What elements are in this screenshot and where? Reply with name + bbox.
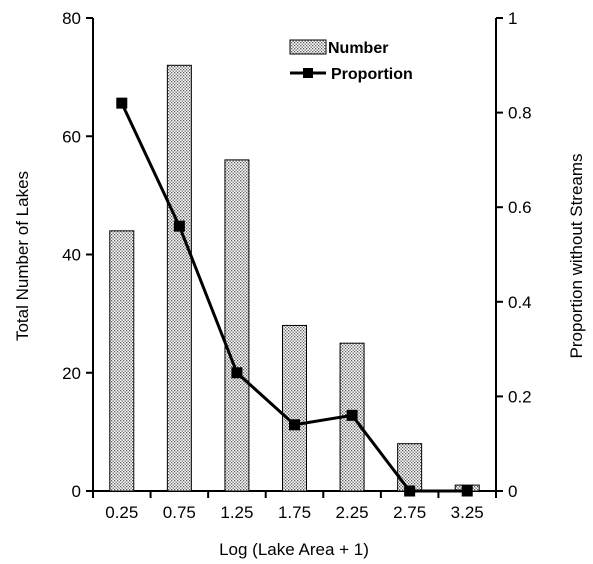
x-axis-ticks: 0.25 0.75 1.25 1.75 2.25 2.75 3.25 xyxy=(92,491,497,522)
x-tick-label: 1.75 xyxy=(278,503,311,522)
proportion-point xyxy=(404,485,416,497)
legend-marker-proportion xyxy=(303,68,313,78)
left-tick-label: 60 xyxy=(62,127,81,146)
x-axis-title: Log (Lake Area + 1) xyxy=(219,540,369,559)
right-axis-ticks: 0 0.2 0.4 0.6 0.8 1 xyxy=(496,9,532,501)
right-tick-label: 1 xyxy=(508,9,517,28)
proportion-point xyxy=(231,367,243,379)
bar-series-number xyxy=(109,64,480,492)
proportion-point xyxy=(461,485,473,497)
left-tick-label: 80 xyxy=(62,9,81,28)
right-axis-title: Proportion without Streams xyxy=(567,153,586,358)
right-tick-label: 0.2 xyxy=(508,387,532,406)
x-tick-label: 0.75 xyxy=(163,503,196,522)
x-tick-label: 1.25 xyxy=(220,503,253,522)
proportion-point xyxy=(289,419,300,431)
legend-swatch-number xyxy=(289,39,327,55)
left-tick-label: 20 xyxy=(62,364,81,383)
left-axis-title: Total Number of Lakes xyxy=(13,171,32,341)
legend-label-proportion: Proportion xyxy=(331,66,413,83)
right-tick-label: 0.6 xyxy=(508,198,532,217)
bar xyxy=(397,443,423,492)
proportion-point xyxy=(173,220,185,232)
left-tick-label: 0 xyxy=(72,482,81,501)
bar xyxy=(109,230,135,492)
left-axis-ticks: 0 20 40 60 80 xyxy=(62,9,93,501)
proportion-point xyxy=(346,409,358,421)
legend-label-number: Number xyxy=(328,40,388,57)
x-tick-label: 0.25 xyxy=(105,503,138,522)
bar xyxy=(282,324,307,492)
right-tick-label: 0.4 xyxy=(508,293,532,312)
legend: Number Proportion xyxy=(289,39,413,83)
x-tick-label: 2.75 xyxy=(393,503,426,522)
x-tick-label: 2.25 xyxy=(336,503,369,522)
bar xyxy=(224,159,250,492)
bar xyxy=(166,64,192,492)
left-tick-label: 40 xyxy=(62,246,81,265)
proportion-point xyxy=(116,97,128,109)
right-tick-label: 0.8 xyxy=(508,104,532,123)
right-tick-label: 0 xyxy=(508,482,517,501)
line-series-proportion xyxy=(116,97,473,497)
x-tick-label: 3.25 xyxy=(451,503,484,522)
